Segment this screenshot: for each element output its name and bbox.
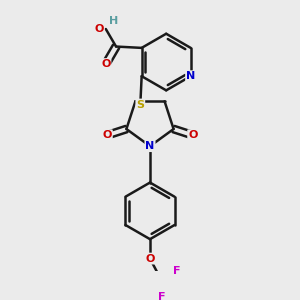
Text: F: F <box>173 266 181 276</box>
Text: O: O <box>101 59 110 69</box>
Text: O: O <box>145 254 155 264</box>
Text: N: N <box>146 141 154 151</box>
Text: S: S <box>136 100 144 110</box>
Text: H: H <box>109 16 118 26</box>
Text: O: O <box>188 130 197 140</box>
Text: F: F <box>158 292 165 300</box>
Text: N: N <box>186 71 195 81</box>
Text: O: O <box>94 24 104 34</box>
Text: O: O <box>103 130 112 140</box>
